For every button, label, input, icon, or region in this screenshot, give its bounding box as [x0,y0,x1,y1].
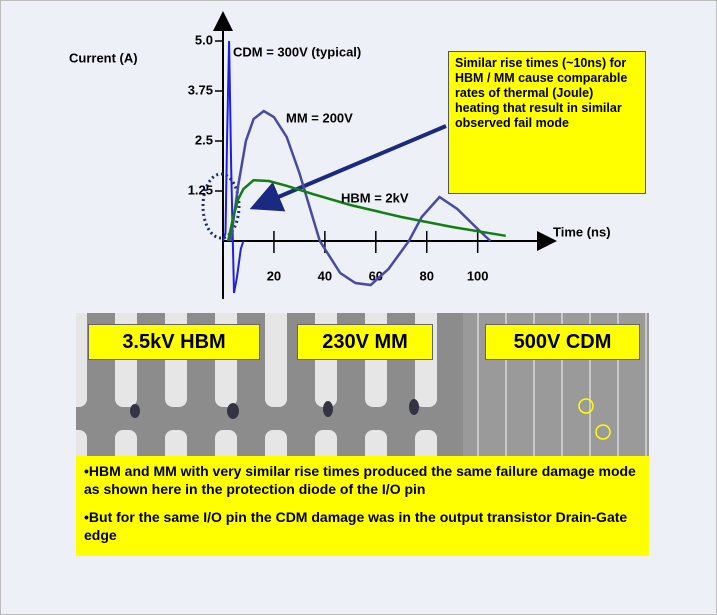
series-label: CDM = 300V (typical) [233,44,361,59]
notes: •HBM and MM with very similar rise times… [76,456,649,556]
y-tick-label: 5.0 [195,32,213,47]
photo-label: 500V CDM [485,324,640,360]
photo-label: 230V MM [297,324,433,360]
y-tick-label: 2.5 [195,132,213,147]
x-tick-label: 100 [467,268,489,283]
note: •But for the same I/O pin the CDM damage… [84,508,641,544]
photo-label: 3.5kV HBM [88,324,260,360]
x-tick-label: 80 [420,268,434,283]
x-tick-label: 40 [318,268,332,283]
x-tick-label: 20 [267,268,281,283]
series-label: HBM = 2kV [341,190,409,205]
slide: Current (A) Time (ns) 1.25 2.5 3.75 5.0 20 40… [0,0,717,615]
callout: Similar rise times (~10ns) for HBM / MM … [448,51,646,194]
series-label: MM = 200V [286,110,353,125]
note: •HBM and MM with very similar rise times… [84,462,641,498]
y-tick-label: 3.75 [188,82,213,97]
y-tick-label: 1.25 [188,182,213,197]
x-axis-label: Time (ns) [553,224,611,239]
y-axis-label: Current (A) [69,50,138,65]
